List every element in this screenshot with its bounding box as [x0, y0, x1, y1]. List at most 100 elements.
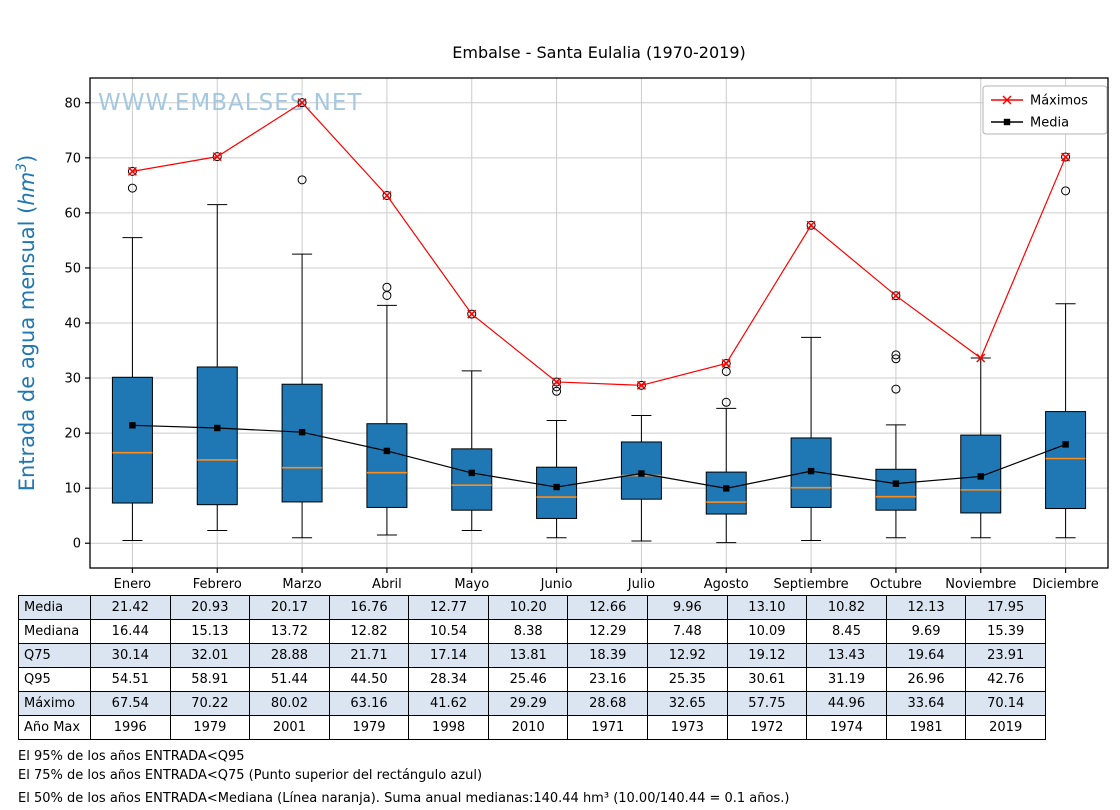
- table-row-media: Media 21.42 20.93 20.17 16.76 12.77 10.20 12.66…: [18, 595, 1046, 620]
- y-tick-label: 10: [64, 482, 81, 497]
- x-marker: [297, 98, 307, 108]
- table-cell: 10.20: [487, 595, 569, 620]
- y-tick-label: 60: [64, 206, 81, 221]
- x-marker: [127, 166, 137, 176]
- iqr-box-enero: [111, 376, 153, 504]
- table-cell: 1974: [806, 715, 887, 740]
- table-cell: 13.10: [726, 595, 808, 620]
- table-cell: 23.91: [965, 643, 1046, 668]
- square-marker: [977, 473, 984, 480]
- table-cell: 1981: [885, 715, 967, 740]
- outlier-point: [1061, 186, 1071, 196]
- outlier-point: [127, 183, 137, 193]
- table-cell: 20.93: [169, 595, 251, 620]
- table-row-año-max: Año Max 1996 1979 2001 1979 1998 2010 1971 1973 1…: [18, 715, 1046, 740]
- table-cell: 15.13: [169, 619, 251, 644]
- table-row-q75: Q75 30.14 32.01 28.88 21.71 17.14 13.81 18.39 12…: [18, 643, 1046, 668]
- table-cell: 12.77: [408, 595, 489, 620]
- chart-title: Embalse - Santa Eulalia (1970-2019): [452, 43, 745, 62]
- table-cell: 15.39: [965, 619, 1046, 644]
- footnote-mediana: El 50% de los años ENTRADA<Mediana (Líne…: [18, 791, 790, 806]
- table-cell: 58.91: [169, 667, 251, 692]
- iqr-box-octubre: [875, 468, 917, 511]
- table-cell: 8.45: [806, 619, 887, 644]
- iqr-box-mayo: [451, 448, 493, 511]
- table-cell: 1971: [567, 715, 649, 740]
- legend-label: Media: [1030, 116, 1069, 131]
- square-marker: [807, 467, 815, 475]
- x-tick-label: Agosto: [704, 577, 749, 592]
- y-tick-label: 80: [64, 96, 81, 111]
- x-tick-label: Febrero: [193, 577, 242, 592]
- square-marker: [892, 480, 900, 487]
- legend-square-marker-icon: [1003, 118, 1011, 126]
- footnote-q75: El 75% de los años ENTRADA<Q75 (Punto su…: [18, 768, 483, 783]
- x-tick-label: Diciembre: [1032, 577, 1098, 592]
- y-tick-label: 50: [64, 261, 81, 276]
- row-label: Q95: [18, 667, 91, 692]
- x-marker: [467, 309, 477, 319]
- stats-table: Media 21.42 20.93 20.17 16.76 12.77 10.20 12.66…: [18, 595, 1046, 740]
- table-cell: 1972: [726, 715, 808, 740]
- x-marker: [891, 291, 901, 301]
- x-marker: [721, 358, 731, 368]
- series-line-1: [132, 424, 1066, 489]
- watermark: WWW.EMBALSES.NET: [98, 90, 362, 116]
- iqr-box-junio: [536, 466, 578, 519]
- x-tick-label: Mayo: [454, 577, 489, 592]
- table-cell: 9.69: [885, 619, 967, 644]
- table-cell: 17.14: [408, 643, 489, 668]
- iqr-box-abril: [366, 423, 408, 508]
- table-cell: 16.44: [90, 619, 171, 644]
- outlier-point: [891, 354, 901, 364]
- table-cell: 80.02: [249, 691, 330, 716]
- square-marker: [298, 428, 306, 436]
- table-cell: 12.82: [328, 619, 410, 644]
- iqr-box-febrero: [196, 366, 238, 506]
- table-cell: 41.62: [408, 691, 489, 716]
- outlier-point: [891, 350, 901, 360]
- table-cell: 19.64: [885, 643, 967, 668]
- outlier-point: [382, 282, 392, 292]
- iqr-box-agosto: [705, 471, 747, 515]
- iqr-box-marzo: [281, 383, 323, 503]
- x-tick-label: Julio: [627, 577, 655, 592]
- x-tick-label: Abril: [372, 577, 402, 592]
- square-marker: [638, 470, 645, 477]
- table-cell: 32.65: [647, 691, 728, 716]
- outlier-point: [1061, 152, 1071, 162]
- legend-label: Máximos: [1030, 94, 1088, 109]
- square-marker: [383, 447, 391, 455]
- outlier-point: [467, 309, 477, 319]
- table-cell: 8.38: [487, 619, 569, 644]
- row-label: Año Max: [18, 715, 91, 740]
- table-cell: 42.76: [965, 667, 1046, 692]
- outlier-point: [382, 190, 392, 200]
- table-cell: 9.96: [647, 595, 728, 620]
- table-row-mediana: Mediana 16.44 15.13 13.72 12.82 10.54 8.38 12.2…: [18, 619, 1046, 644]
- square-marker: [214, 424, 221, 432]
- table-cell: 70.14: [965, 691, 1046, 716]
- y-tick-label: 0: [73, 537, 81, 552]
- footnote-q95: El 95% de los años ENTRADA<Q95: [18, 749, 245, 764]
- table-cell: 21.71: [328, 643, 410, 668]
- x-tick-label: Septiembre: [773, 577, 848, 592]
- x-marker: [1061, 152, 1071, 162]
- outlier-point: [891, 384, 901, 394]
- table-cell: 19.12: [726, 643, 808, 668]
- x-marker: [552, 377, 562, 387]
- table-cell: 32.01: [169, 643, 251, 668]
- x-marker: [382, 190, 392, 201]
- table-cell: 26.96: [885, 667, 967, 692]
- table-cell: 10.82: [806, 595, 887, 620]
- x-marker: [636, 380, 646, 390]
- x-marker: [212, 152, 222, 162]
- outlier-point: [891, 291, 901, 301]
- table-cell: 13.81: [487, 643, 569, 668]
- x-tick-label: Octubre: [870, 577, 922, 592]
- table-cell: 2010: [487, 715, 569, 740]
- table-cell: 16.76: [328, 595, 410, 620]
- row-label: Máximo: [18, 691, 91, 716]
- boxplot-chart: WWW.EMBALSES.NET 0 10 20 30 40 50 60 70 80 Enero Fe…: [14, 43, 1109, 592]
- outlier-point: [127, 166, 137, 176]
